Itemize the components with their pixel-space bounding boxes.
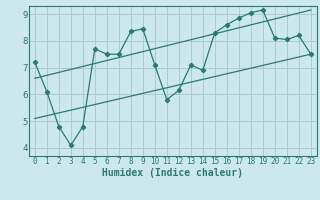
X-axis label: Humidex (Indice chaleur): Humidex (Indice chaleur) [102, 168, 243, 178]
